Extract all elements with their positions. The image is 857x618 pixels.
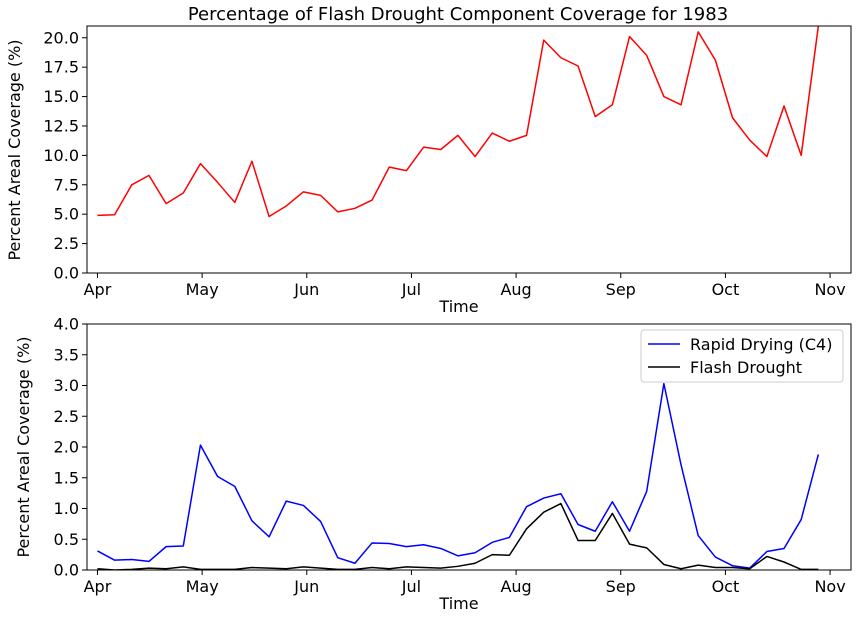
chart-top-series-series-0 <box>97 25 820 218</box>
chart-top-y-tick-label: 7.5 <box>54 175 79 194</box>
chart-top-y-tick-label: 15.0 <box>43 87 79 106</box>
chart-top-x-tick-label: Sep <box>606 280 636 299</box>
chart-bottom-series-flash-drought <box>97 502 819 570</box>
chart-top-y-tick-label: 12.5 <box>43 116 79 135</box>
chart-bottom-xlabel: Time <box>438 594 478 613</box>
chart-bottom-series-layer <box>97 382 820 570</box>
chart-top-x-tick-label: May <box>186 280 219 299</box>
chart-bottom-x-tick-label: Jun <box>293 577 319 596</box>
chart-top-y-tick-label: 17.5 <box>43 58 79 77</box>
chart-top-x-axis: Apr May Jun Jul Aug Sep Oct Nov <box>84 273 846 299</box>
chart-bottom-y-tick-label: 4.0 <box>54 315 79 334</box>
chart-top: Percentage of Flash Drought Component Co… <box>5 4 852 316</box>
chart-top-x-tick-label: Aug <box>500 280 531 299</box>
chart-bottom-y-tick-label: 0.0 <box>54 561 79 580</box>
chart-bottom-x-tick-label: Jul <box>401 577 421 596</box>
chart-bottom-x-tick-label: Nov <box>814 577 845 596</box>
chart-top-y-tick-label: 10.0 <box>43 146 79 165</box>
chart-bottom-x-axis: Apr May Jun Jul Aug Sep Oct Nov <box>84 570 846 596</box>
chart-bottom-y-tick-label: 3.5 <box>54 345 79 364</box>
chart-bottom: Apr May Jun Jul Aug Sep Oct Nov 0.0 0.5 1.0 1.5 2.0… <box>14 315 852 613</box>
chart-top-x-tick-label: Nov <box>814 280 845 299</box>
chart-top-y-tick-label: 0.0 <box>54 264 79 283</box>
chart-top-xlabel: Time <box>438 297 478 316</box>
chart-bottom-ylabel: Percent Areal Coverage (%) <box>14 336 33 557</box>
chart-bottom-y-tick-label: 2.5 <box>54 407 79 426</box>
chart-top-x-tick-label: Jul <box>401 280 421 299</box>
chart-bottom-y-tick-label: 1.5 <box>54 468 79 487</box>
chart-bottom-y-tick-label: 2.0 <box>54 438 79 457</box>
chart-bottom-series-rapid-drying-c4 <box>97 382 820 569</box>
chart-bottom-y-tick-label: 3.0 <box>54 376 79 395</box>
chart-bottom-y-tick-label: 0.5 <box>54 530 79 549</box>
chart-bottom-y-axis: 0.0 0.5 1.0 1.5 2.0 2.5 3.0 3.5 4.0 <box>54 315 87 580</box>
chart-bottom-x-tick-label: Sep <box>606 577 636 596</box>
chart-top-x-tick-label: Apr <box>84 280 112 299</box>
chart-top-series-layer <box>97 25 820 218</box>
chart-bottom-x-tick-label: May <box>186 577 219 596</box>
chart-bottom-y-tick-label: 1.0 <box>54 499 79 518</box>
chart-top-y-axis: 0.0 2.5 5.0 7.5 10.0 12.5 15.0 17.5 20.0 <box>43 28 87 283</box>
chart-bottom-x-tick-label: Oct <box>712 577 740 596</box>
chart-top-y-tick-label: 20.0 <box>43 28 79 47</box>
chart-top-ylabel: Percent Areal Coverage (%) <box>5 39 24 260</box>
legend-label-flash-drought: Flash Drought <box>690 358 802 377</box>
chart-top-x-tick-label: Jun <box>293 280 319 299</box>
chart-bottom-legend: Rapid Drying (C4) Flash Drought <box>640 329 844 383</box>
chart-top-title: Percentage of Flash Drought Component Co… <box>188 4 728 25</box>
chart-bottom-x-tick-label: Apr <box>84 577 112 596</box>
chart-top-y-tick-label: 2.5 <box>54 234 79 253</box>
legend-box <box>640 329 844 383</box>
chart-bottom-x-tick-label: Aug <box>500 577 531 596</box>
chart-bottom-frame <box>86 323 852 571</box>
legend-label-rapid-drying: Rapid Drying (C4) <box>690 335 832 354</box>
chart-top-frame <box>86 25 852 274</box>
chart-top-y-tick-label: 5.0 <box>54 205 79 224</box>
chart-top-x-tick-label: Oct <box>712 280 740 299</box>
